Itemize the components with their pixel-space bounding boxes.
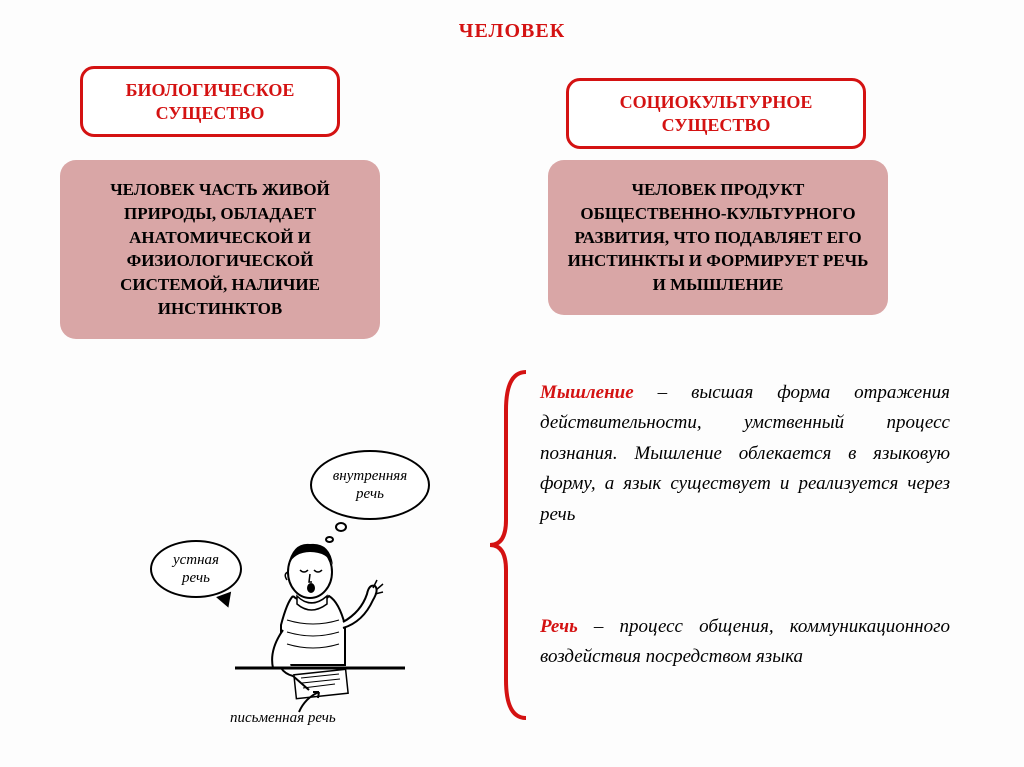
written-speech-label: письменная речь [230, 710, 336, 727]
inner-speech-bubble: внутренняя речь [310, 450, 430, 520]
biological-header-box: БИОЛОГИЧЕСКОЕ СУЩЕСТВО [80, 66, 340, 137]
thinking-definition: Мышление – высшая форма отражения действ… [540, 378, 950, 530]
page-title: ЧЕЛОВЕК [0, 20, 1024, 43]
thinking-term: Мышление [540, 382, 634, 403]
oral-speech-bubble: устная речь [150, 540, 242, 598]
sociocultural-header-box: СОЦИОКУЛЬТУРНОЕ СУЩЕСТВО [566, 78, 866, 149]
speech-text: – процесс общения, коммуникационного воз… [540, 616, 950, 667]
bracket-icon [488, 370, 528, 720]
biological-description-box: ЧЕЛОВЕК ЧАСТЬ ЖИВОЙ ПРИРОДЫ, ОБЛАДАЕТ АН… [60, 160, 380, 339]
sociocultural-description-box: ЧЕЛОВЕК ПРОДУКТ ОБЩЕСТВЕННО-КУЛЬТУРНОГО … [548, 160, 888, 315]
speech-term: Речь [540, 616, 578, 637]
speech-tail-icon [216, 592, 236, 611]
thinking-text: – высшая форма отражения действительност… [540, 382, 950, 525]
person-drawing-icon [235, 530, 405, 700]
speech-definition: Речь – процесс общения, коммуникационног… [540, 612, 950, 673]
speech-illustration: внутренняя речь устная речь [140, 430, 460, 730]
